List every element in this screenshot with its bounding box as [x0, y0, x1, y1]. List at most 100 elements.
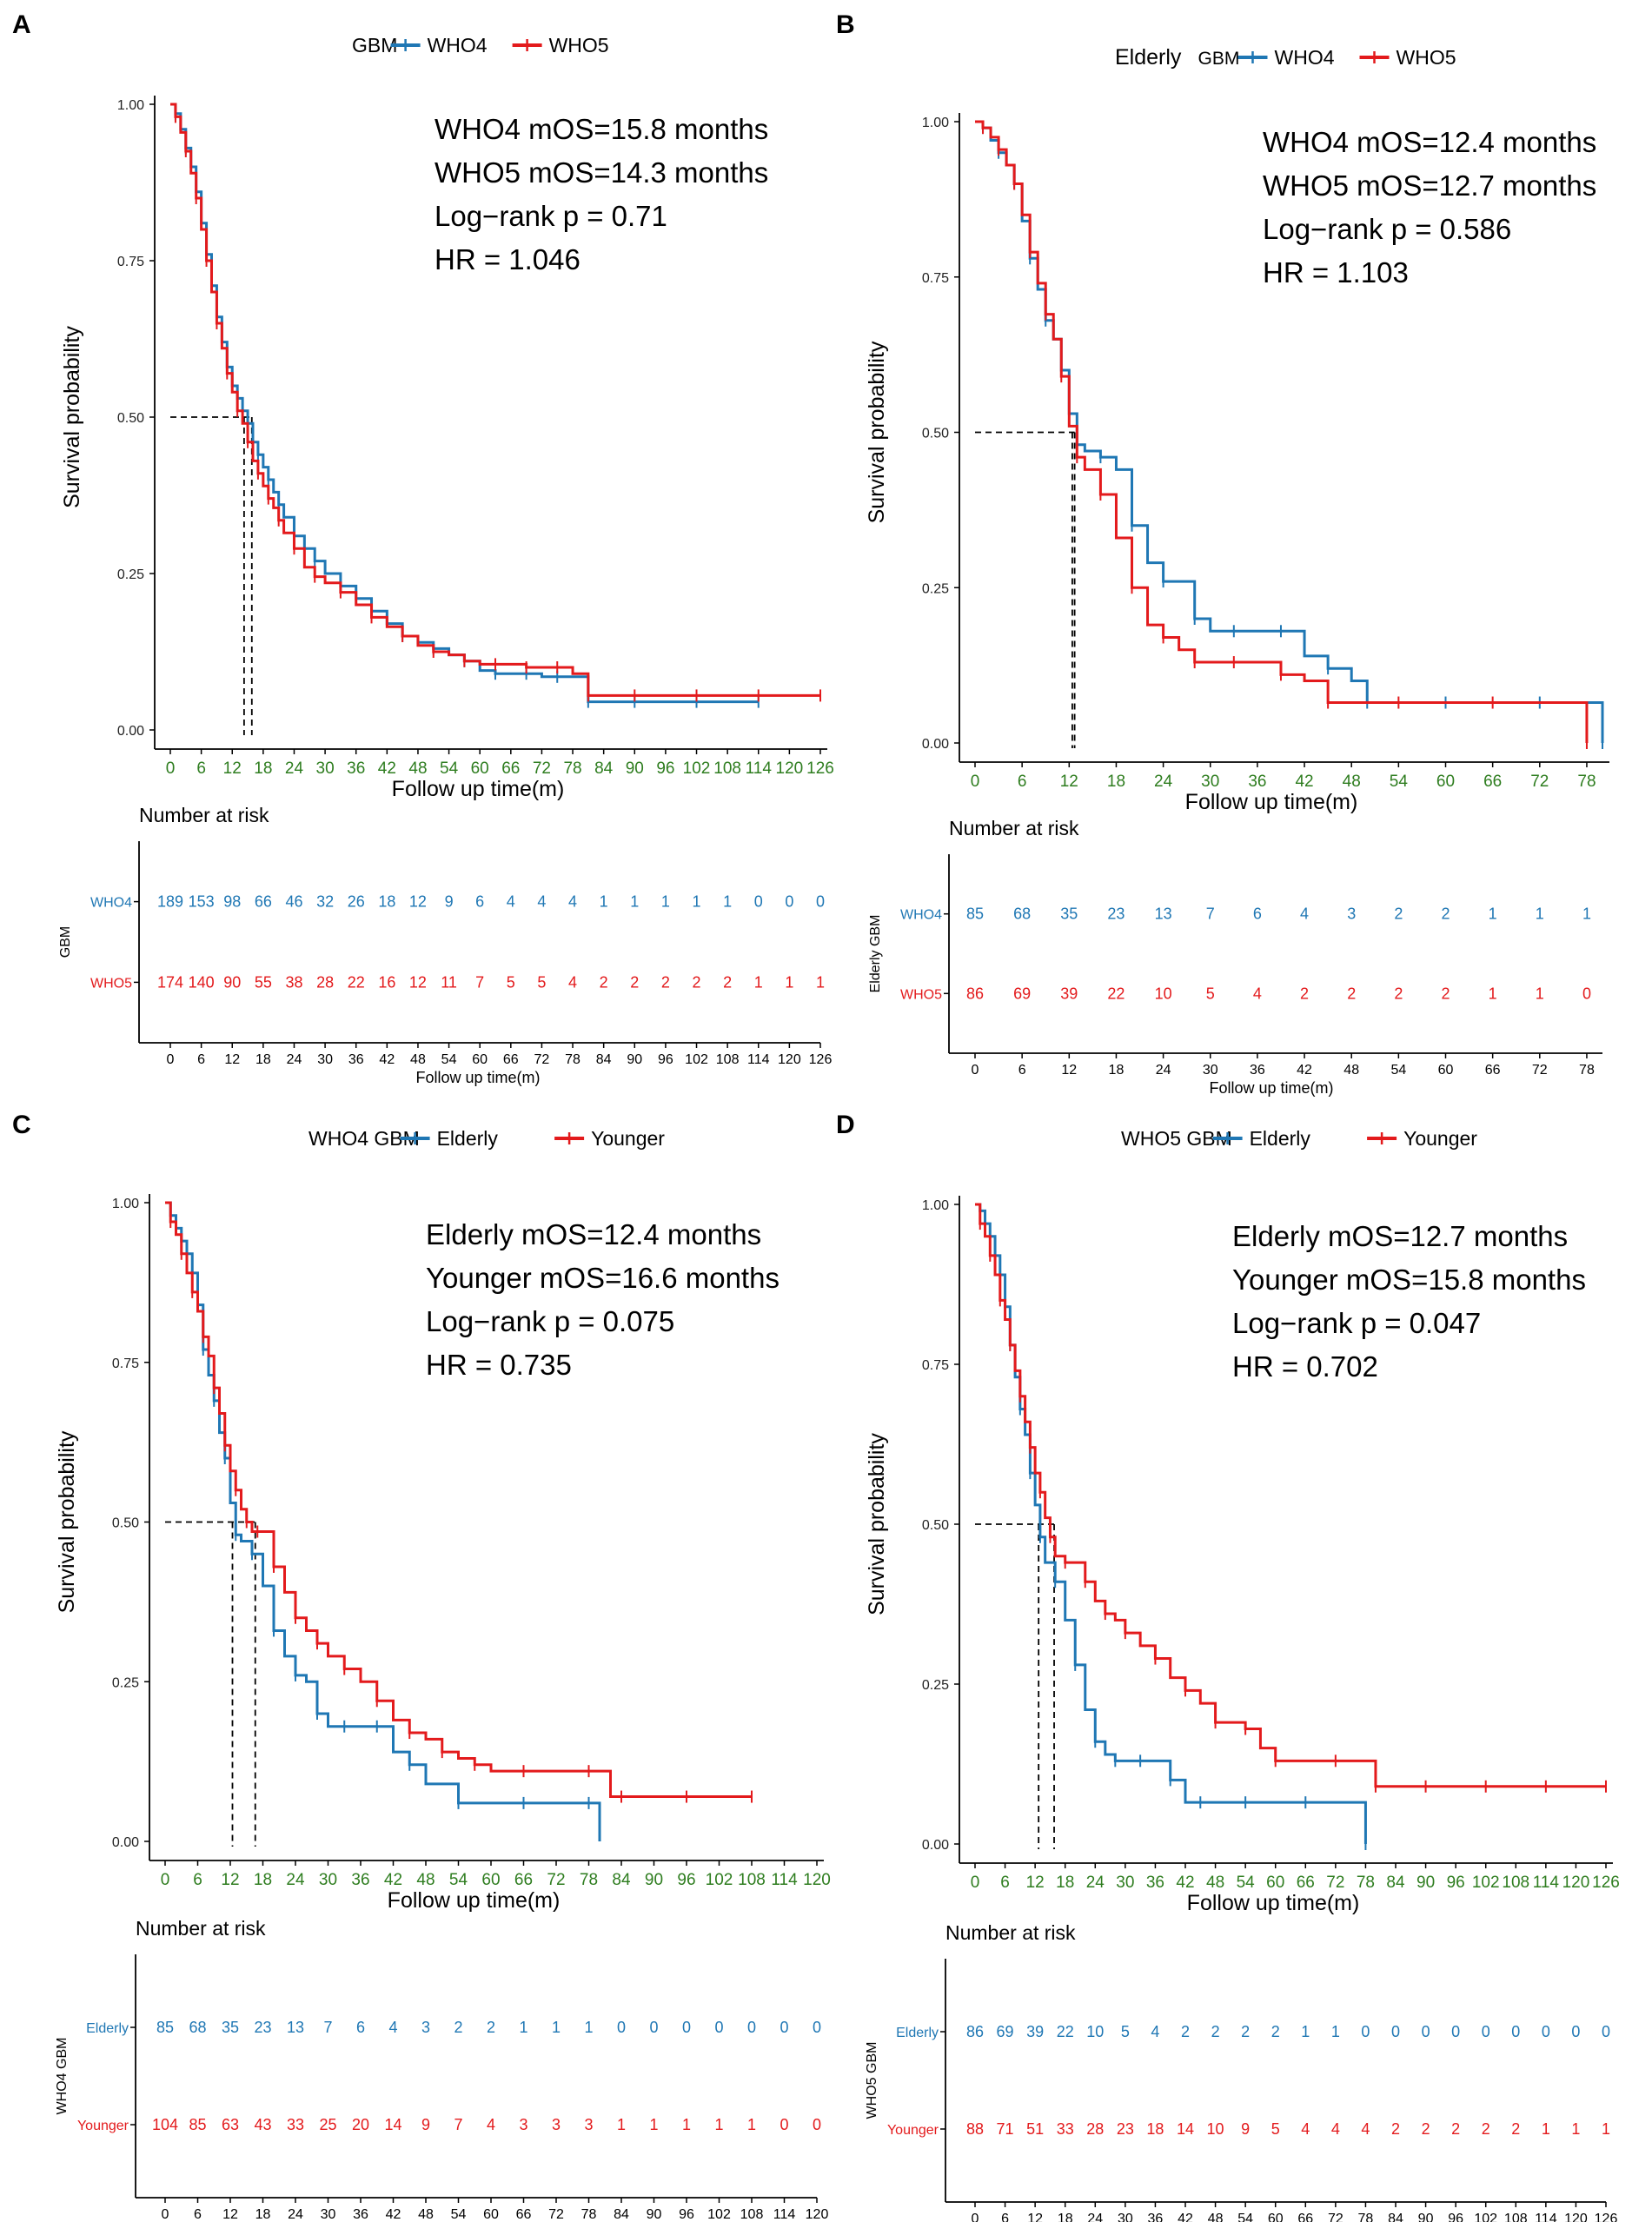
x-tick-label: 108 — [713, 759, 741, 778]
x-tick-label: 24 — [286, 1871, 305, 1889]
risk-count: 13 — [287, 2019, 304, 2036]
risk-count: 1 — [1571, 2120, 1580, 2138]
risk-count: 0 — [816, 893, 825, 911]
risk-count: 20 — [352, 2116, 369, 2133]
x-tick-label: 42 — [378, 759, 396, 778]
y-tick-label: 0.25 — [117, 567, 144, 582]
risk-x-tick-label: 114 — [1535, 2212, 1557, 2222]
risk-count: 22 — [1057, 2023, 1074, 2040]
risk-x-tick-label: 48 — [410, 1052, 426, 1067]
risk-count: 9 — [1241, 2120, 1250, 2138]
risk-x-tick-label: 96 — [679, 2207, 694, 2222]
risk-count: 28 — [316, 973, 334, 991]
stats-line-1: WHO4 mOS=12.4 months — [1263, 126, 1596, 158]
legend-title: GBM — [352, 34, 397, 56]
stats-line-3: Log−rank p = 0.71 — [435, 200, 667, 232]
x-tick-label: 108 — [1502, 1874, 1529, 1892]
risk-count: 14 — [1177, 2120, 1194, 2138]
risk-count: 23 — [1107, 905, 1125, 923]
risk-x-tick-label: 54 — [441, 1052, 457, 1067]
x-tick-label: 12 — [223, 759, 242, 778]
y-tick-label: 0.25 — [922, 581, 949, 596]
risk-x-tick-label: 6 — [1018, 1063, 1026, 1078]
risk-count: 2 — [1394, 985, 1403, 1002]
x-tick-label: 60 — [1436, 773, 1455, 791]
axes: 0.00 0.25 0.50 0.75 1.00 0 6 12 18 24 30 36 42 48 54 60… — [865, 1196, 1620, 1915]
y-tick-label: 0.00 — [112, 1835, 139, 1850]
risk-count: 2 — [693, 973, 701, 991]
x-tick-label: 72 — [533, 759, 551, 778]
risk-x-tick-label: 42 — [379, 1052, 395, 1067]
risk-x-tick-label: 36 — [348, 1052, 364, 1067]
risk-count: 43 — [254, 2116, 271, 2133]
x-tick-label: 12 — [1026, 1874, 1045, 1892]
legend-label-elderly: Elderly — [437, 1127, 499, 1150]
risk-count: 174 — [157, 973, 183, 991]
x-axis-title: Follow up time(m) — [392, 777, 565, 801]
risk-count: 68 — [1013, 905, 1031, 923]
x-tick-label: 18 — [1107, 773, 1125, 791]
risk-count: 25 — [319, 2116, 336, 2133]
x-axis-title: Follow up time(m) — [1185, 790, 1358, 814]
risk-count: 1 — [1536, 985, 1544, 1002]
risk-x-tick-label: 12 — [1027, 2212, 1043, 2222]
x-tick-label: 0 — [166, 759, 176, 778]
y-tick-label: 0.50 — [112, 1516, 139, 1531]
risk-x-tick-label: 72 — [534, 1052, 550, 1067]
risk-count: 3 — [552, 2116, 561, 2133]
stats-line-1: Elderly mOS=12.4 months — [426, 1218, 761, 1250]
x-tick-label: 0 — [971, 1874, 980, 1892]
risk-x-tick-label: 36 — [353, 2207, 368, 2222]
risk-count: 86 — [966, 985, 984, 1002]
risk-count: 2 — [1391, 2120, 1400, 2138]
risk-x-tick-label: 60 — [1438, 1063, 1454, 1078]
risk-count: 1 — [1301, 2023, 1310, 2040]
risk-count: 3 — [584, 2116, 593, 2133]
risk-count: 33 — [1057, 2120, 1074, 2138]
x-tick-label: 42 — [1295, 773, 1313, 791]
y-tick-label: 0.50 — [922, 427, 949, 441]
risk-row-label-who4: WHO4 — [900, 908, 942, 923]
x-tick-label: 96 — [656, 759, 674, 778]
risk-x-tick-label: 120 — [1564, 2212, 1588, 2222]
risk-count: 1 — [1331, 2023, 1340, 2040]
x-tick-label: 108 — [738, 1871, 766, 1889]
risk-count: 189 — [157, 893, 183, 911]
risk-x-tick-label: 54 — [451, 2207, 467, 2222]
x-tick-label: 90 — [626, 759, 644, 778]
panel-C: C WHO4 GBM Elderly Younger 0.00 0.25 0.50 0.75 1… — [12, 1111, 831, 2222]
risk-x-tick-label: 18 — [255, 2207, 271, 2222]
x-tick-label: 78 — [1577, 773, 1596, 791]
x-tick-label: 72 — [1530, 773, 1549, 791]
legend: WHO4 GBM Elderly Younger — [309, 1127, 665, 1150]
stats-line-4: HR = 0.702 — [1232, 1350, 1378, 1383]
x-tick-label: 48 — [416, 1871, 435, 1889]
risk-count: 28 — [1086, 2120, 1104, 2138]
risk-count: 2 — [1451, 2120, 1460, 2138]
risk-x-tick-label: 0 — [972, 2212, 979, 2222]
risk-count: 0 — [780, 2019, 788, 2036]
risk-x-tick-label: 12 — [224, 1052, 240, 1067]
risk-x-tick-label: 78 — [1358, 2212, 1374, 2222]
stats-line-4: HR = 0.735 — [426, 1349, 572, 1381]
x-tick-label: 54 — [1390, 773, 1409, 791]
risk-count: 1 — [816, 973, 825, 991]
risk-count: 63 — [222, 2116, 239, 2133]
risk-x-tick-label: 48 — [1343, 1063, 1359, 1078]
risk-x-tick-label: 0 — [167, 1052, 175, 1067]
risk-count: 0 — [617, 2019, 626, 2036]
risk-count: 10 — [1207, 2120, 1224, 2138]
risk-row-label-who4: WHO4 — [90, 896, 132, 911]
risk-count: 0 — [1422, 2023, 1430, 2040]
x-tick-label: 12 — [221, 1871, 239, 1889]
stats-annotation: Elderly mOS=12.4 months Younger mOS=16.6 … — [426, 1218, 780, 1381]
risk-count: 7 — [454, 2116, 462, 2133]
risk-x-tick-label: 12 — [1061, 1063, 1077, 1078]
risk-x-tick-label: 66 — [503, 1052, 519, 1067]
risk-x-tick-label: 72 — [1328, 2212, 1343, 2222]
x-tick-label: 24 — [285, 759, 304, 778]
panel-label: C — [12, 1111, 31, 1139]
risk-x-tick-label: 114 — [747, 1052, 770, 1067]
risk-count: 5 — [507, 973, 515, 991]
